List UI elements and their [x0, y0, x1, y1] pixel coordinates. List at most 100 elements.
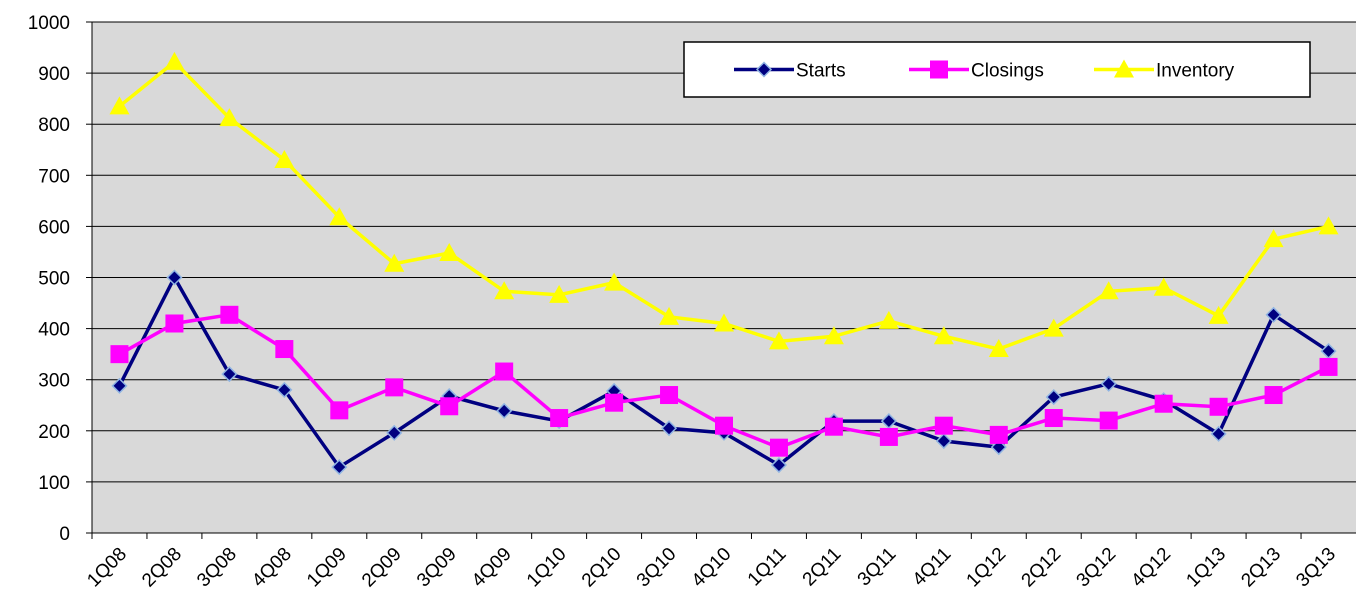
x-tick-label: 3Q09 [413, 544, 461, 592]
y-tick-label: 100 [38, 473, 70, 494]
marker [274, 149, 295, 168]
marker [494, 281, 515, 300]
x-tick-label: 4Q10 [688, 544, 736, 592]
y-tick-label: 300 [38, 371, 70, 392]
y-tick-label: 900 [38, 64, 70, 85]
marker [660, 386, 679, 405]
marker [1100, 375, 1117, 392]
x-tick-label: 3Q12 [1073, 544, 1121, 592]
y-tick-label: 1000 [28, 13, 70, 34]
legend-label: Closings [971, 61, 1044, 82]
x-tick-label: 1Q13 [1182, 544, 1230, 592]
marker [331, 459, 348, 476]
marker [110, 345, 129, 364]
marker [1263, 229, 1284, 248]
marker [1043, 318, 1064, 337]
marker [219, 108, 240, 127]
x-tick-label: 4Q09 [468, 544, 516, 592]
marker [1210, 425, 1227, 442]
marker [878, 310, 899, 329]
marker [715, 416, 733, 435]
marker [109, 96, 130, 115]
x-tick-label: 3Q10 [633, 544, 681, 592]
x-tick-label: 2Q11 [799, 544, 846, 591]
marker [988, 339, 1009, 358]
y-tick-label: 700 [38, 166, 70, 187]
marker [1153, 277, 1174, 296]
marker [823, 326, 844, 345]
marker [1099, 411, 1118, 430]
x-tick-label: 2Q08 [138, 544, 186, 592]
marker [276, 381, 293, 398]
marker [768, 331, 789, 350]
x-tick-label: 2Q09 [358, 544, 406, 592]
y-tick-label: 200 [38, 422, 70, 443]
marker [440, 397, 459, 416]
marker [1044, 409, 1063, 428]
marker [496, 402, 513, 419]
marker [550, 409, 569, 428]
marker [384, 253, 405, 272]
marker [605, 393, 624, 412]
x-tick-label: 2Q12 [1018, 544, 1066, 592]
x-tick-label: 1Q09 [303, 544, 351, 592]
x-tick-label: 1Q08 [83, 544, 131, 592]
x-tick-label: 1Q12 [963, 544, 1011, 592]
marker [1154, 394, 1173, 413]
marker [1098, 281, 1119, 300]
marker [769, 438, 788, 457]
legend-marker [755, 61, 773, 78]
marker [166, 269, 183, 286]
marker [1265, 306, 1282, 323]
legend-marker [1114, 59, 1134, 78]
x-tick-label: 3Q13 [1292, 544, 1340, 592]
marker [604, 272, 625, 291]
x-tick-label: 3Q08 [193, 544, 241, 592]
marker [221, 366, 238, 383]
y-tick-label: 0 [59, 524, 70, 545]
x-tick-label: 1Q11 [744, 544, 791, 591]
legend: Starts Closings Inventory [683, 41, 1311, 98]
marker [549, 284, 570, 303]
marker [1208, 305, 1229, 324]
marker [879, 427, 898, 446]
marker [1318, 216, 1339, 235]
y-tick-label: 400 [38, 320, 70, 341]
marker [275, 340, 294, 359]
marker [495, 362, 514, 381]
marker [1264, 386, 1283, 405]
marker [989, 425, 1008, 444]
x-tick-label: 4Q08 [248, 544, 296, 592]
marker [770, 456, 788, 474]
x-tick-label: 2Q13 [1237, 544, 1285, 592]
y-tick-label: 500 [38, 269, 70, 290]
marker [220, 305, 239, 324]
y-tick-label: 800 [38, 115, 70, 136]
marker [329, 207, 350, 226]
marker [1045, 389, 1062, 406]
marker [714, 313, 734, 332]
marker [659, 306, 680, 325]
marker [1209, 397, 1228, 416]
marker [386, 424, 403, 441]
marker [439, 242, 460, 261]
marker [330, 401, 349, 420]
legend-label: Starts [796, 61, 846, 82]
x-tick-label: 4Q12 [1127, 544, 1175, 592]
marker [933, 326, 954, 345]
marker [660, 420, 678, 437]
marker [385, 378, 404, 397]
marker [934, 416, 953, 435]
y-tick-label: 600 [38, 217, 70, 238]
legend-label: Inventory [1156, 61, 1235, 82]
marker [935, 432, 952, 450]
marker [165, 314, 184, 333]
marker [164, 51, 185, 70]
marker [824, 417, 843, 436]
marker [1319, 357, 1338, 376]
x-tick-label: 4Q11 [909, 544, 956, 591]
x-tick-label: 3Q11 [854, 544, 901, 591]
legend-marker [930, 60, 948, 79]
marker [111, 377, 128, 394]
